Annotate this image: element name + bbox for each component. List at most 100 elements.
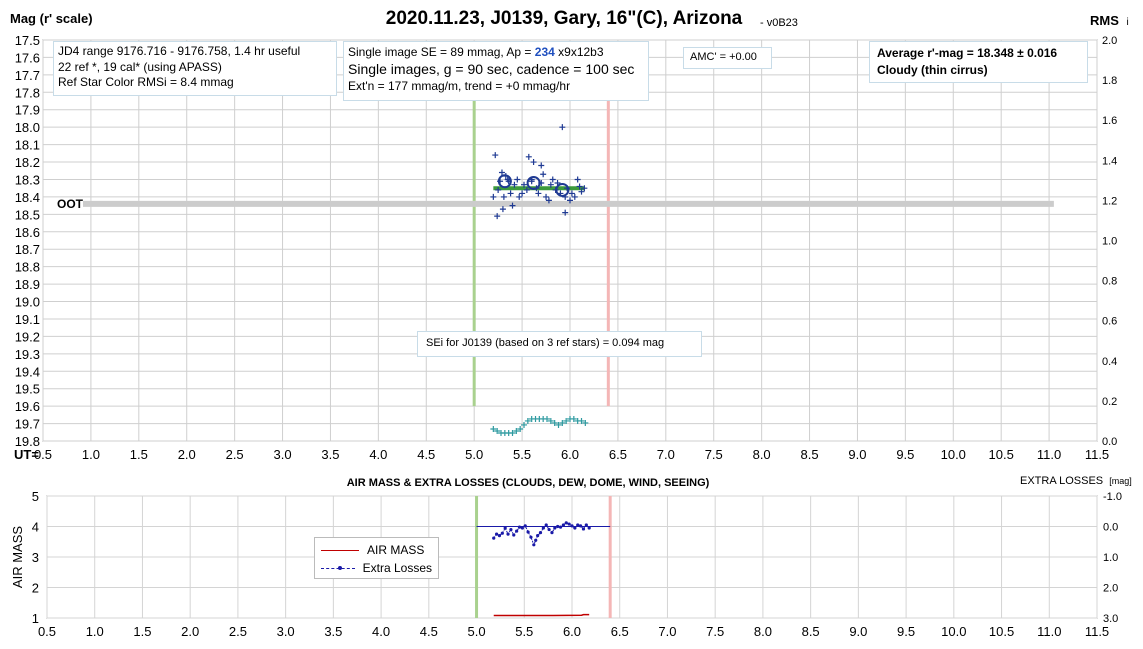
x-tick-label: 1.0: [82, 447, 100, 462]
info-left-line-2: 22 ref *, 19 cal* (using APASS): [58, 59, 222, 74]
y-tick-label: 17.8: [15, 85, 40, 100]
data-point-group-average: [526, 175, 541, 190]
legend-item-extra-losses: Extra Losses: [321, 559, 432, 577]
y-tick-label: 18.5: [15, 207, 40, 222]
lower-x-tick-label: 0.5: [38, 624, 56, 639]
data-point-single-image: [490, 193, 497, 200]
legend-swatch-air-mass: [321, 549, 359, 551]
data-point-rms: [570, 415, 577, 422]
lower-x-tick-label: 5.5: [515, 624, 533, 639]
data-point-single-image: [514, 176, 521, 183]
y2-axis-label: RMS i: [1090, 13, 1129, 28]
extra-losses-point: [520, 526, 524, 530]
x-tick-label: 9.0: [848, 447, 866, 462]
data-point-single-image: [562, 209, 569, 216]
extra-losses-point: [517, 525, 522, 529]
y2-tick-label: 1.2: [1102, 195, 1117, 207]
y-tick-label: 19.6: [15, 399, 40, 414]
data-point-single-image: [498, 169, 505, 176]
x-axis-label: UT=: [14, 447, 39, 462]
data-point-single-image: [519, 190, 526, 197]
y-tick-label: 17.7: [15, 68, 40, 83]
data-point-single-image: [540, 171, 547, 178]
data-point-single-image: [581, 185, 588, 192]
x-tick-label: 4.5: [417, 447, 435, 462]
x-tick-label: 8.0: [753, 447, 771, 462]
data-point-single-image: [574, 176, 581, 183]
lower-y-axis-label: AIR MASS: [10, 526, 25, 588]
data-point-single-image: [499, 206, 506, 213]
lower-x-tick-label: 8.0: [754, 624, 772, 639]
data-point-single-image: [576, 183, 583, 190]
lower-x-tick-label: 10.0: [941, 624, 966, 639]
y-tick-label: 19.2: [15, 329, 40, 344]
x-tick-label: 7.5: [705, 447, 723, 462]
x-tick-label: 6.0: [561, 447, 579, 462]
extra-losses-point: [544, 523, 548, 527]
data-point-rms: [524, 417, 531, 424]
x-tick-label: 2.5: [226, 447, 244, 462]
x-tick-label: 10.0: [941, 447, 966, 462]
extra-losses-point: [534, 538, 538, 542]
y-tick-label: 18.9: [15, 277, 40, 292]
extra-losses-point: [529, 535, 533, 539]
y-tick-label: 19.7: [15, 417, 40, 432]
extra-losses-point: [576, 523, 580, 527]
extra-losses-point: [553, 526, 557, 530]
legend-marker-extra-losses: [338, 565, 342, 570]
extra-losses-point: [532, 543, 536, 547]
average-mag-box: Average r'-mag = 18.348 ± 0.016 Cloudy (…: [869, 41, 1088, 83]
lower-x-tick-label: 10.5: [989, 624, 1014, 639]
y-tick-label: 19.5: [15, 382, 40, 397]
y-tick-label: 19.1: [15, 312, 40, 327]
lower-x-tick-label: 3.0: [277, 624, 295, 639]
lower-y-tick-label: 3: [32, 550, 39, 565]
y2-tick-label: 1.4: [1102, 155, 1117, 167]
lower-y2-axis-label: EXTRA LOSSES [mag]: [1020, 475, 1132, 487]
lower-x-tick-label: 9.0: [849, 624, 867, 639]
x-tick-label: 3.0: [274, 447, 292, 462]
x-tick-label: 5.0: [465, 447, 483, 462]
sei-note: SEi for J0139 (based on 3 ref stars) = 0…: [426, 337, 665, 349]
lower-x-tick-label: 4.5: [420, 624, 438, 639]
lower-x-tick-label: 6.5: [611, 624, 629, 639]
data-point-single-image: [495, 186, 502, 193]
extra-losses-point: [536, 534, 540, 538]
data-point-single-image: [511, 181, 518, 188]
y-tick-label: 17.9: [15, 103, 40, 118]
extra-losses-point: [503, 526, 507, 530]
data-point-rms: [559, 419, 566, 426]
y-tick-label: 19.4: [15, 364, 40, 379]
y-tick-label: 18.1: [15, 138, 40, 153]
lower-y2-tick-label: 3.0: [1103, 613, 1118, 625]
info-box-middle: Single image SE = 89 mmag, Ap = 234 x9x1…: [343, 41, 649, 101]
data-point-single-image: [543, 193, 550, 200]
data-point-single-image: [571, 193, 578, 200]
version-tag: - v0B23: [760, 17, 798, 29]
data-point-single-image: [507, 190, 514, 197]
lower-y2-tick-label: 2.0: [1103, 583, 1118, 595]
extra-losses-point: [556, 524, 560, 529]
data-point-rms: [578, 417, 585, 424]
data-point-group-average: [555, 182, 570, 197]
lower-chart-title: AIR MASS & EXTRA LOSSES (CLOUDS, DEW, DO…: [347, 477, 710, 489]
extra-losses-point: [578, 524, 583, 528]
y-tick-label: 18.2: [15, 155, 40, 170]
data-point-single-image: [578, 188, 585, 195]
data-point-single-image: [494, 213, 501, 220]
lower-x-tick-label: 5.0: [468, 624, 486, 639]
data-point-single-image: [528, 178, 535, 185]
y-tick-label: 19.3: [15, 347, 40, 362]
lower-x-tick-label: 7.5: [706, 624, 724, 639]
y2-tick-label: 2.0: [1102, 35, 1117, 47]
extra-losses-point: [584, 523, 588, 527]
data-point-single-image: [549, 176, 556, 183]
lower-y-tick-label: 4: [32, 520, 39, 535]
lower-x-tick-label: 8.5: [802, 624, 820, 639]
lower-x-tick-label: 1.0: [86, 624, 104, 639]
info-mid-line-3: Ext'n = 177 mmag/m, trend = +0 mmag/hr: [348, 79, 571, 93]
amc-box: AMC' = +0.00: [683, 47, 772, 69]
data-point-single-image: [516, 193, 523, 200]
lower-x-tick-label: 11.0: [1037, 624, 1061, 639]
y-tick-label: 17.6: [15, 50, 40, 65]
